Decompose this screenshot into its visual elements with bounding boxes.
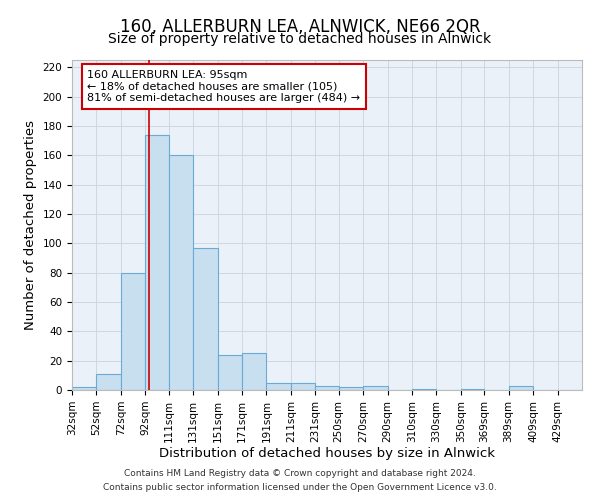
- Text: 160, ALLERBURN LEA, ALNWICK, NE66 2QR: 160, ALLERBURN LEA, ALNWICK, NE66 2QR: [119, 18, 481, 36]
- Bar: [266, 382, 291, 390]
- Bar: [145, 135, 169, 390]
- Bar: [363, 386, 388, 390]
- Bar: [461, 388, 484, 390]
- Bar: [97, 374, 121, 390]
- Bar: [509, 386, 533, 390]
- Bar: [121, 272, 145, 390]
- Bar: [218, 355, 242, 390]
- Bar: [412, 388, 436, 390]
- Text: Size of property relative to detached houses in Alnwick: Size of property relative to detached ho…: [109, 32, 491, 46]
- Bar: [193, 248, 218, 390]
- Text: Contains public sector information licensed under the Open Government Licence v3: Contains public sector information licen…: [103, 484, 497, 492]
- Text: Contains HM Land Registry data © Crown copyright and database right 2024.: Contains HM Land Registry data © Crown c…: [124, 468, 476, 477]
- Bar: [72, 387, 97, 390]
- Bar: [291, 382, 316, 390]
- Y-axis label: Number of detached properties: Number of detached properties: [24, 120, 37, 330]
- X-axis label: Distribution of detached houses by size in Alnwick: Distribution of detached houses by size …: [159, 448, 495, 460]
- Bar: [242, 354, 266, 390]
- Bar: [169, 156, 193, 390]
- Bar: [316, 386, 338, 390]
- Text: 160 ALLERBURN LEA: 95sqm
← 18% of detached houses are smaller (105)
81% of semi-: 160 ALLERBURN LEA: 95sqm ← 18% of detach…: [88, 70, 361, 103]
- Bar: [338, 387, 363, 390]
